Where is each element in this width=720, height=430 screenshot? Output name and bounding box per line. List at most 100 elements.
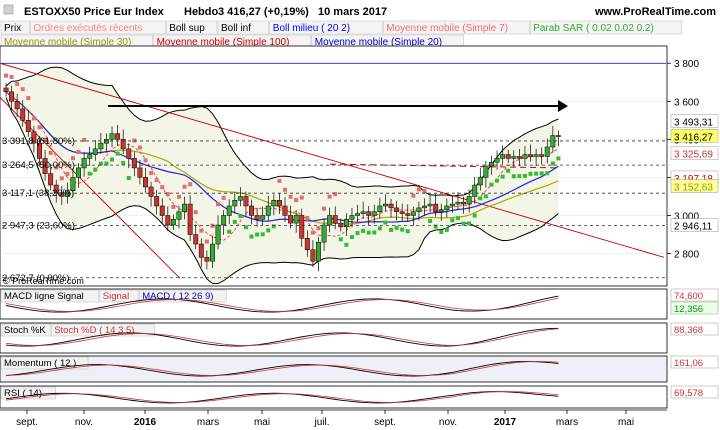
candle-body xyxy=(382,203,388,207)
sar-dot xyxy=(305,215,310,220)
candle-body xyxy=(500,154,506,159)
candle-body xyxy=(522,154,528,159)
sar-dot xyxy=(37,125,42,130)
legend-item: Parab SAR ( 0.02 0.02 0.2) xyxy=(533,23,654,34)
sar-dot xyxy=(176,194,181,199)
sar-dot xyxy=(349,234,354,239)
y-tick-label: 3 600 xyxy=(674,97,699,108)
sar-dot xyxy=(277,178,282,183)
candle-body xyxy=(438,209,444,212)
sar-dot xyxy=(126,175,131,180)
candle-body xyxy=(394,207,400,212)
sar-dot xyxy=(76,149,81,154)
panel-legend: Momentum ( 12 ) xyxy=(4,358,76,369)
trendline-upper xyxy=(0,62,665,258)
sar-dot xyxy=(383,220,388,225)
sar-dot xyxy=(511,174,516,179)
candle-body xyxy=(477,177,483,186)
sar-dot xyxy=(188,182,193,187)
bollinger-lower xyxy=(5,97,559,285)
sar-dot xyxy=(467,221,472,226)
sar-dot xyxy=(154,178,159,183)
fibonacci-levels: 3 391,8 (61,80%) 3 264,5 (50,00%) 3 117,1 … xyxy=(2,136,666,284)
sar-dot xyxy=(338,237,343,242)
sar-dot xyxy=(327,194,332,199)
candle-body xyxy=(310,249,316,262)
sar-dot xyxy=(165,192,170,197)
sar-dot xyxy=(433,224,438,229)
candle-body xyxy=(466,196,472,205)
candle-body xyxy=(271,200,277,207)
sar-dot xyxy=(483,194,488,199)
sar-dot xyxy=(444,227,449,232)
legend-item: Moyenne mobile (Simple 30) xyxy=(4,37,131,48)
candle-body xyxy=(288,215,294,224)
sar-dot xyxy=(20,87,25,92)
sar-dot xyxy=(372,230,377,235)
indicator-panel xyxy=(0,385,668,409)
price-tag-box xyxy=(670,179,719,193)
candle-body xyxy=(427,203,433,207)
indicator-panel xyxy=(0,355,668,383)
bollinger-upper xyxy=(5,66,559,197)
sar-dot xyxy=(522,173,527,178)
legend-item: Moyenne mobile (Simple 20) xyxy=(315,37,442,48)
candle-body xyxy=(332,215,338,224)
price-change: 3 416,27 (+0,19%) xyxy=(218,6,309,18)
price-tag: 3 325,69 xyxy=(674,149,713,160)
candle-body xyxy=(120,139,126,150)
candle-body xyxy=(388,203,394,209)
x-tick-label: mars xyxy=(556,417,578,428)
candle-body xyxy=(20,108,26,121)
x-tick-label: nov. xyxy=(75,417,93,428)
legend-item: Boll sup xyxy=(169,23,205,34)
candle-body xyxy=(210,243,215,262)
candle-body xyxy=(159,205,165,216)
candle-body xyxy=(516,156,522,159)
target-arrow-head xyxy=(558,100,568,112)
sar-dot xyxy=(366,230,371,235)
candle-body xyxy=(461,201,467,205)
legend-box xyxy=(165,20,218,35)
sar-dot xyxy=(355,230,360,235)
sar-dot xyxy=(400,227,405,232)
candle-body xyxy=(31,131,37,144)
candle-body xyxy=(360,211,366,214)
candle-body xyxy=(148,186,154,197)
sar-dot xyxy=(143,158,148,163)
candle-body xyxy=(444,205,450,211)
watermark: © ProRealTime.com xyxy=(3,276,84,286)
candle-body xyxy=(511,156,517,159)
candle-body xyxy=(187,203,193,235)
x-tick-label: 2017 xyxy=(494,417,517,428)
price-tag: 2 946,11 xyxy=(674,222,713,233)
sar-dot xyxy=(461,221,466,226)
candle-body xyxy=(221,215,227,226)
candle-body xyxy=(237,196,243,201)
x-tick-label: sept. xyxy=(16,417,38,428)
legend-item: Boll inf xyxy=(221,23,251,34)
price-tag: 3 416,27 xyxy=(674,132,713,143)
candle-body xyxy=(42,158,48,174)
sar-dot xyxy=(517,174,522,179)
ma20-line xyxy=(5,91,559,223)
candle-body xyxy=(472,184,478,197)
panel-value: 161,06 xyxy=(674,358,703,369)
candle-body xyxy=(544,146,550,157)
price-tags: 3 493,313 416,273 325,693 197,183 152,63… xyxy=(670,114,719,233)
panel-legend: MACD ( 12 26 9) xyxy=(142,291,213,302)
sar-dot xyxy=(489,182,494,187)
sar-dot xyxy=(227,229,232,234)
period-label: Hebdo xyxy=(184,6,219,18)
candle-body xyxy=(416,207,422,212)
header-icons[interactable] xyxy=(3,4,14,15)
panel-legend: Stoch %D ( 14 3 5) xyxy=(54,325,134,336)
candle-body xyxy=(87,154,93,159)
time-x-axis: sept. nov. 2016 mars mai juil. sept. nov. 2017 ma… xyxy=(0,409,667,428)
sar-dot xyxy=(137,145,142,150)
bollinger-bands xyxy=(5,66,559,285)
sar-dot xyxy=(26,96,31,101)
sar-dot xyxy=(104,161,109,166)
candle-body xyxy=(143,177,148,188)
